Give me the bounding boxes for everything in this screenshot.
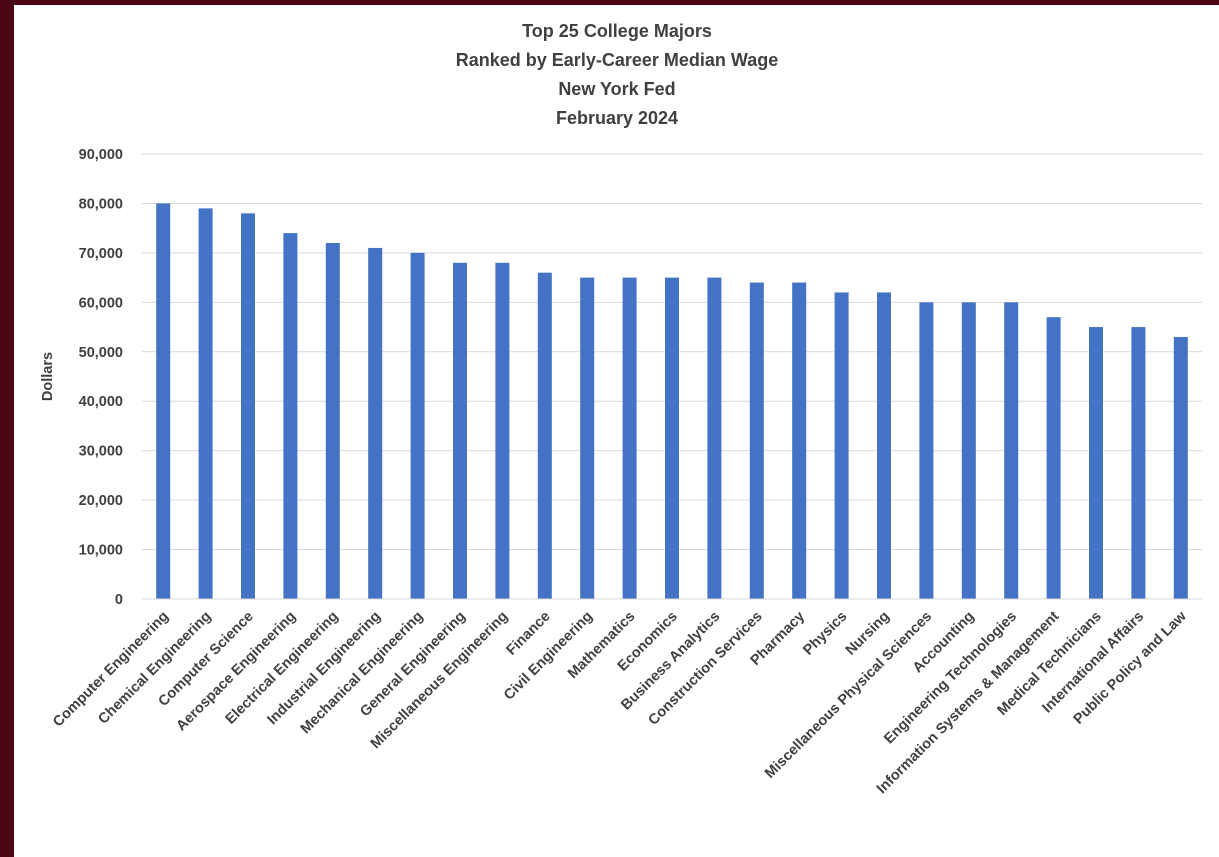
- category-label: Physics: [800, 609, 850, 659]
- chart-frame: Top 25 College Majors Ranked by Early-Car…: [14, 5, 1219, 857]
- bar-7: [410, 252, 425, 599]
- y-tick-label: 0: [115, 592, 123, 608]
- bar-8: [453, 262, 467, 599]
- bar-22: [1046, 317, 1061, 599]
- title-line-3: New York Fed: [558, 79, 675, 99]
- bar-23: [1089, 327, 1103, 599]
- y-tick-label: 90,000: [79, 147, 123, 163]
- bar-chart: Top 25 College Majors Ranked by Early-Car…: [40, 21, 1202, 797]
- y-axis-ticks: 0 10,000 20,000 30,000 40,000 50,000 60,000 70,…: [79, 147, 123, 608]
- bar-6: [368, 247, 383, 599]
- y-tick-label: 80,000: [79, 196, 123, 212]
- bar-12: [622, 277, 637, 599]
- y-tick-label: 20,000: [79, 493, 123, 509]
- bar-19: [919, 302, 934, 599]
- bar-3: [241, 213, 255, 600]
- bars: [156, 203, 1188, 600]
- y-tick-label: 50,000: [79, 345, 123, 361]
- bar-21: [1004, 302, 1019, 599]
- bar-10: [537, 272, 552, 599]
- bar-5: [325, 243, 340, 599]
- y-tick-label: 70,000: [79, 246, 123, 262]
- bar-15: [749, 282, 764, 599]
- bar-14: [707, 277, 722, 599]
- bar-13: [665, 277, 679, 599]
- y-axis-label: Dollars: [40, 352, 56, 401]
- bar-4: [283, 233, 298, 599]
- chart-title: Top 25 College Majors Ranked by Early-Car…: [456, 21, 778, 128]
- bar-20: [961, 302, 976, 599]
- title-line-4: February 2024: [556, 108, 678, 128]
- bar-11: [580, 277, 595, 599]
- y-tick-label: 60,000: [79, 295, 123, 311]
- title-line-2: Ranked by Early-Career Median Wage: [456, 50, 778, 70]
- bar-17: [834, 292, 849, 599]
- bar-9: [495, 262, 510, 599]
- y-tick-label: 40,000: [79, 394, 123, 410]
- bar-24: [1131, 327, 1146, 599]
- y-tick-label: 30,000: [79, 444, 123, 460]
- y-tick-label: 10,000: [79, 543, 123, 559]
- bar-18: [877, 292, 891, 599]
- bar-1: [156, 203, 171, 599]
- title-line-1: Top 25 College Majors: [522, 21, 712, 41]
- bar-25: [1173, 336, 1188, 599]
- bar-16: [792, 282, 807, 599]
- bar-2: [198, 208, 213, 599]
